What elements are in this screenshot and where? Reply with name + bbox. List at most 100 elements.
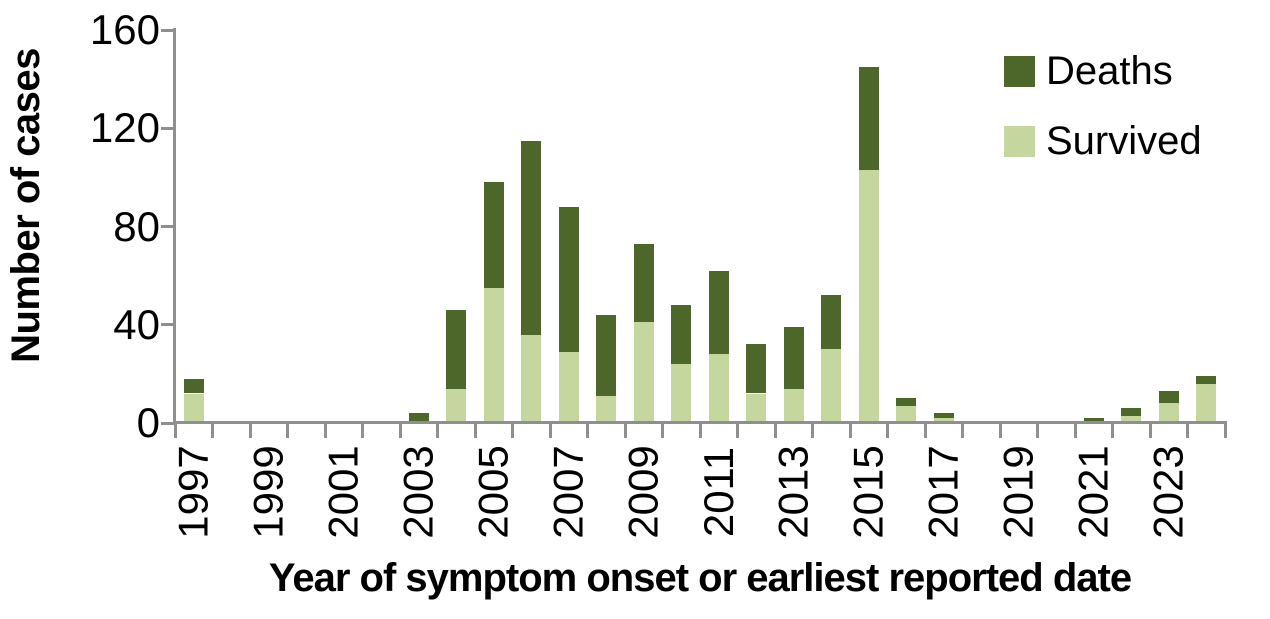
bar-2008-deaths [596,314,617,396]
x-tick-label-text: 2011 [694,446,742,538]
y-tick [161,421,175,425]
x-tick-label-text: 2005 [469,445,517,539]
x-tick-label-text: 1999 [244,445,292,539]
y-tick [161,225,175,228]
bar-2011-deaths [708,270,729,355]
y-tick-label: 40 [113,300,160,348]
bar-2010-survived [671,364,692,423]
bar-2023-deaths [1158,391,1179,404]
y-tick [161,126,175,130]
x-axis-title: Year of symptom onset or earliest report… [268,556,1132,600]
bar-2014-survived [821,349,842,423]
x-tick [398,424,402,438]
bar-2012-survived [746,393,767,423]
x-tick [286,424,289,438]
bar-2022-survived [1121,415,1142,423]
bar-2014-deaths [821,295,842,350]
legend-label-survived: Survived [1046,119,1202,163]
bar-2017-deaths [933,413,954,419]
x-tick-label-text: 2001 [319,445,367,539]
x-tick-label-text: 2023 [1144,445,1192,539]
bar-2016-survived [896,405,917,423]
bar-1997-deaths [183,378,204,394]
x-axis-line [173,421,1227,424]
x-tick [548,424,552,438]
y-tick-label: 160 [89,6,160,53]
x-tick [323,424,327,438]
x-tick [1186,424,1189,438]
x-tick [773,424,777,438]
x-tick [173,424,177,438]
x-tick-label-text: 2019 [994,445,1042,539]
x-tick-label-text: 2009 [619,445,667,539]
x-tick [623,424,627,438]
x-tick [511,424,514,438]
bar-2009-survived [633,322,654,423]
bar-2007-deaths [558,206,579,352]
x-tick [886,424,889,438]
x-tick [361,424,364,438]
x-tick [661,424,664,438]
x-tick-label-text: 2017 [919,445,967,539]
legend-label-deaths: Deaths [1046,49,1173,93]
x-tick [436,424,439,438]
bar-2016-deaths [896,398,917,406]
bar-2010-deaths [671,305,692,364]
legend-swatch-survived [1004,126,1035,157]
bar-2024-deaths [1196,376,1217,384]
x-tick [1148,424,1152,438]
bar-2015-survived [858,170,879,423]
x-tick [1223,424,1227,438]
x-tick [248,424,252,438]
x-tick [211,424,214,438]
x-tick [848,424,852,438]
bar-2013-survived [783,388,804,423]
bar-2017-survived [933,418,954,423]
bar-2005-deaths [483,182,504,288]
bar-2011-survived [708,354,729,423]
bar-2008-survived [596,396,617,423]
bar-2007-survived [558,351,579,423]
bar-2022-deaths [1121,408,1142,416]
legend-item-survived: Survived [1004,119,1202,163]
bar-2013-deaths [783,327,804,389]
x-tick [698,424,702,438]
bar-2015-deaths [858,66,879,170]
bar-2003-deaths [408,413,429,423]
x-tick [1036,424,1039,438]
x-tick [736,424,739,438]
x-tick-label-text: 2015 [844,445,892,539]
x-tick [923,424,927,438]
x-tick-label-text: 2003 [394,445,442,539]
bar-2006-survived [521,334,542,423]
legend-item-deaths: Deaths [1004,49,1173,93]
bar-2023-survived [1158,403,1179,423]
x-tick [811,424,814,438]
bar-2005-survived [483,287,504,423]
y-tick-label: 80 [113,202,160,250]
x-tick [473,424,477,438]
x-tick [961,424,964,438]
bar-2006-deaths [521,140,542,335]
x-tick-label-text: 2021 [1069,445,1117,539]
x-tick [998,424,1002,438]
legend-swatch-deaths [1004,56,1035,87]
y-tick [161,28,175,32]
bar-2012-deaths [746,344,767,394]
x-tick [586,424,589,438]
x-tick-label-text: 2013 [769,445,817,539]
bar-2004-survived [446,388,467,423]
bar-2004-deaths [446,310,467,389]
x-tick [1073,424,1077,438]
x-tick [1111,424,1114,438]
bar-2021-deaths [1083,418,1104,421]
bar-2009-deaths [633,243,654,323]
y-tick-label: 120 [89,104,160,152]
bar-2024-survived [1196,383,1217,423]
y-tick-label: 0 [136,399,160,446]
x-tick-label-text: 2007 [544,445,592,539]
x-tick-label-text: 1997 [169,445,217,539]
y-axis-line [173,28,176,424]
y-tick [161,323,175,327]
